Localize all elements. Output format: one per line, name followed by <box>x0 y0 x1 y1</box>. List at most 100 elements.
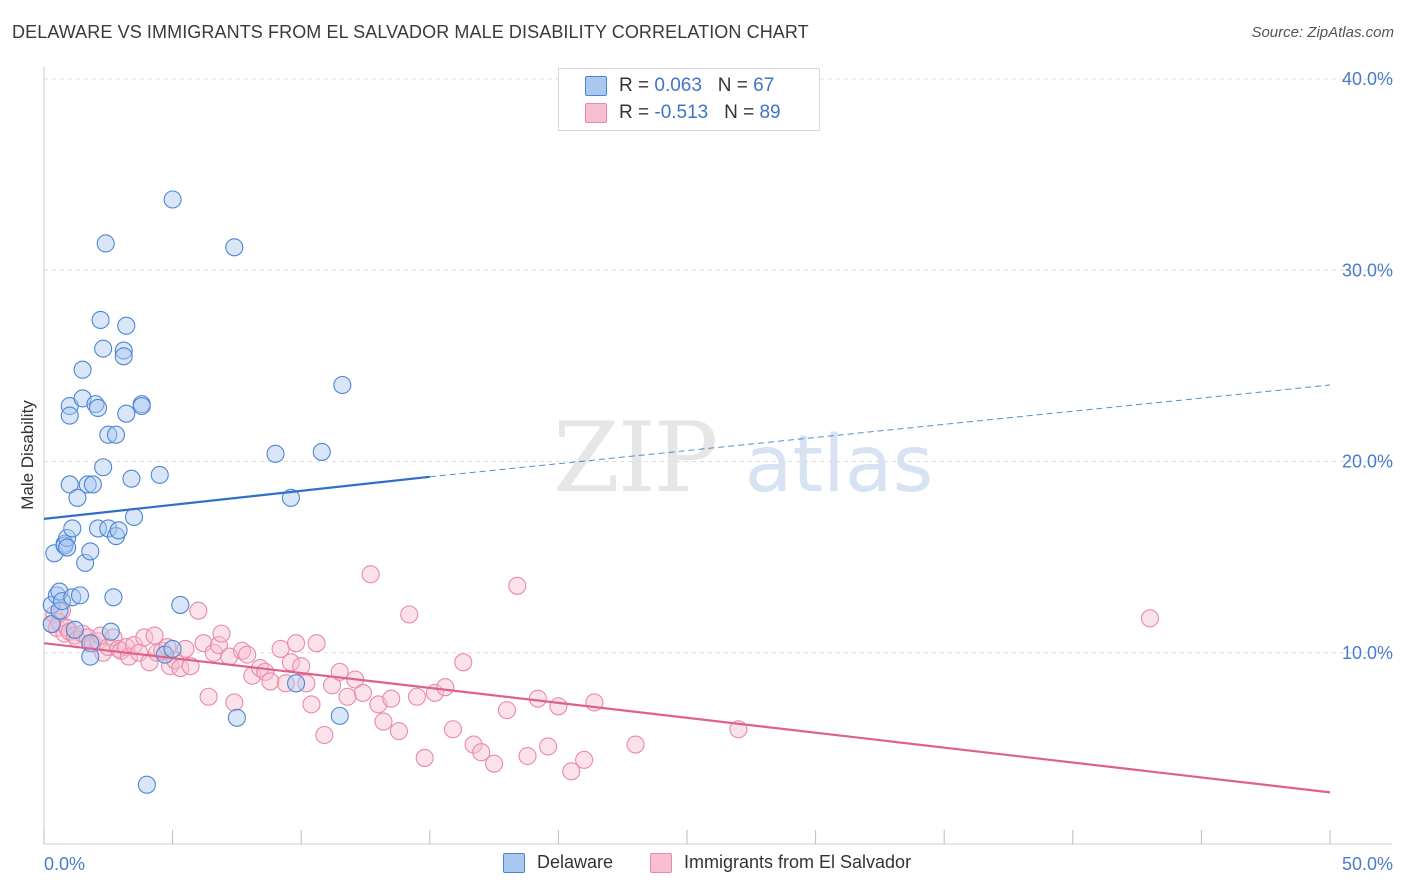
delaware-point <box>88 398 108 418</box>
legend-item-salvador: Immigrants from El Salvador <box>650 852 911 873</box>
delaware-point <box>281 488 300 507</box>
salvador-point <box>1140 609 1160 628</box>
salvador-point <box>276 674 295 693</box>
delaware-point <box>132 396 151 416</box>
delaware-point <box>117 316 136 335</box>
salvador-point <box>297 674 316 693</box>
delaware-point <box>81 542 100 561</box>
delaware-point <box>58 538 77 557</box>
salvador-point <box>472 743 491 762</box>
salvador-point <box>238 645 257 664</box>
salvador-point <box>518 746 537 766</box>
salvador-point <box>528 689 547 708</box>
y-tick-label: 40.0% <box>1342 69 1393 89</box>
delaware-point <box>94 339 113 358</box>
salvador-point <box>575 750 594 769</box>
delaware-trendline-extension <box>429 384 1331 478</box>
delaware-point <box>58 528 77 548</box>
series-legend: Delaware Immigrants from El Salvador <box>0 852 1406 878</box>
delaware-point <box>88 519 108 538</box>
salvador-point <box>497 701 517 720</box>
delaware-point <box>63 588 82 607</box>
salvador-n-label: N = <box>724 102 760 123</box>
delaware-swatch <box>585 76 607 96</box>
salvador-point <box>292 657 311 676</box>
salvador-point <box>189 601 208 620</box>
delaware-point <box>333 375 352 395</box>
salvador-point <box>508 576 527 595</box>
delaware-point <box>266 444 285 463</box>
delaware-point <box>114 347 133 366</box>
salvador-point <box>562 762 581 781</box>
delaware-point <box>83 475 102 494</box>
delaware-n-label: N = <box>717 75 754 96</box>
delaware-r-value: 0.063 <box>654 75 702 96</box>
salvador-point <box>407 687 426 706</box>
delaware-point <box>65 620 84 639</box>
delaware-point <box>68 488 87 507</box>
correlation-legend: R = 0.063 N = 67 R = -0.513 N = 89 <box>558 68 820 131</box>
delaware-point <box>163 639 182 658</box>
salvador-point <box>199 687 218 706</box>
delaware-point <box>60 475 79 494</box>
delaware-point <box>150 465 169 484</box>
delaware-point <box>101 622 120 641</box>
delaware-point <box>63 519 82 538</box>
y-tick-label: 30.0% <box>1342 260 1393 280</box>
salvador-point <box>436 678 455 697</box>
salvador-point <box>212 624 231 643</box>
delaware-point <box>52 592 72 611</box>
delaware-point <box>76 553 95 572</box>
salvador-point <box>353 683 372 702</box>
delaware-point <box>163 190 182 209</box>
delaware-point <box>78 475 97 494</box>
salvador-point <box>549 697 568 716</box>
y-tick-label: 10.0% <box>1342 643 1393 663</box>
delaware-stats: R = 0.063 N = 67 <box>619 75 774 97</box>
y-tick-label: 20.0% <box>1342 452 1393 472</box>
salvador-point <box>374 712 393 731</box>
salvador-stats: R = -0.513 N = 89 <box>619 102 781 124</box>
delaware-point <box>114 341 133 360</box>
delaware-point <box>91 310 110 330</box>
x-tick-label: 50.0% <box>1342 854 1393 874</box>
salvador-point <box>176 639 195 658</box>
salvador-point <box>454 653 473 672</box>
delaware-point <box>312 442 331 461</box>
salvador-point <box>361 565 380 584</box>
delaware-point <box>104 588 123 607</box>
delaware-point <box>70 586 90 605</box>
delaware-point <box>42 615 61 634</box>
delaware-r-label: R = <box>619 75 655 96</box>
delaware-point <box>94 458 113 477</box>
delaware-point <box>287 674 306 693</box>
delaware-point <box>106 425 126 444</box>
delaware-n-value: 67 <box>753 75 775 96</box>
salvador-point <box>464 735 483 754</box>
salvador-point <box>145 626 164 645</box>
delaware-point <box>109 521 128 540</box>
salvador-point <box>389 722 408 741</box>
delaware-point <box>225 238 244 257</box>
salvador-point <box>307 634 326 653</box>
delaware-point <box>81 647 100 666</box>
delaware-point <box>122 469 141 488</box>
delaware-point <box>73 360 92 379</box>
salvador-point <box>261 672 280 691</box>
delaware-point <box>171 595 190 614</box>
delaware-trendline <box>43 475 430 520</box>
salvador-point <box>302 695 321 714</box>
legend-salvador-swatch <box>650 852 672 873</box>
salvador-swatch <box>585 103 607 123</box>
salvador-point <box>225 693 244 712</box>
x-tick-label: 0.0% <box>44 854 85 874</box>
delaware-point <box>227 708 246 727</box>
delaware-point <box>137 775 156 794</box>
salvador-r-label: R = <box>619 102 655 123</box>
delaware-point <box>60 406 79 425</box>
watermark-zip: ZIP <box>553 402 718 514</box>
delaware-point <box>117 404 136 423</box>
salvador-point <box>287 634 306 653</box>
chart-title: DELAWARE VS IMMIGRANTS FROM EL SALVADOR … <box>12 22 809 42</box>
